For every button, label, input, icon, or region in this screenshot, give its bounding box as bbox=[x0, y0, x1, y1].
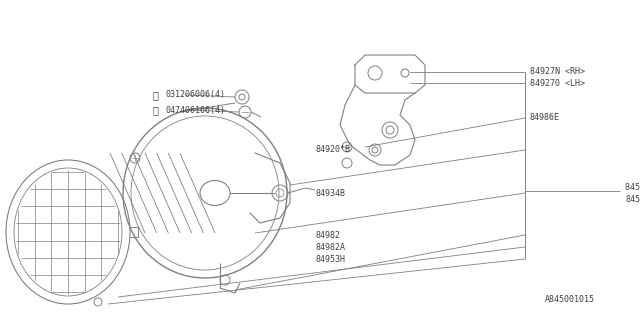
Text: 84986E: 84986E bbox=[530, 114, 560, 123]
Text: 84953H: 84953H bbox=[315, 254, 345, 263]
Text: 84927N <RH>: 84927N <RH> bbox=[530, 68, 585, 76]
Text: 84501*B  <RH>: 84501*B <RH> bbox=[625, 182, 640, 191]
Text: 84982: 84982 bbox=[315, 230, 340, 239]
Text: 84920*B: 84920*B bbox=[315, 146, 350, 155]
Text: 84501A*B<LH>: 84501A*B<LH> bbox=[625, 195, 640, 204]
Text: ⓜ: ⓜ bbox=[152, 90, 158, 100]
Text: 849270 <LH>: 849270 <LH> bbox=[530, 78, 585, 87]
Text: 84934B: 84934B bbox=[315, 188, 345, 197]
Text: Ⓢ: Ⓢ bbox=[152, 105, 158, 115]
Text: 031206006(4): 031206006(4) bbox=[165, 91, 225, 100]
Text: A845001015: A845001015 bbox=[545, 295, 595, 304]
Text: 047406166(4): 047406166(4) bbox=[165, 106, 225, 115]
Text: 84982A: 84982A bbox=[315, 243, 345, 252]
